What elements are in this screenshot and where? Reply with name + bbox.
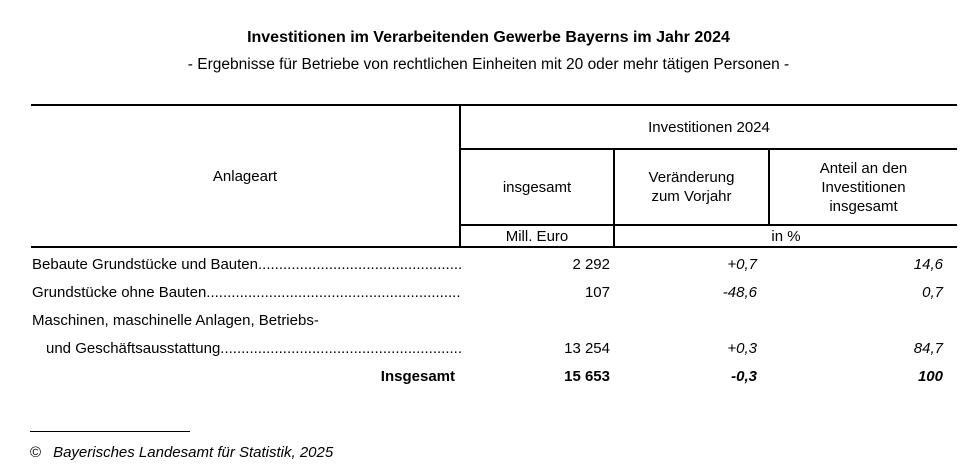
value-insgesamt: 13 254 — [564, 339, 610, 357]
row-label-text: Grundstücke ohne Bauten — [32, 283, 207, 301]
table-row-maschinen-line2: und Geschäftsausstattung................… — [31, 334, 957, 362]
dot-leader: ........................................… — [220, 339, 461, 357]
column-header-veraenderung-label: Veränderung zum Vorjahr — [648, 169, 735, 205]
dot-leader: ........................................… — [258, 255, 461, 273]
value-veraenderung: -0,3 — [731, 367, 757, 385]
dot-leader: ........................................… — [206, 283, 461, 301]
unit-header-in-percent: in % — [615, 224, 957, 246]
footnote-divider — [30, 431, 190, 432]
value-anteil: 14,6 — [913, 255, 943, 273]
table-body: Bebaute Grundstücke und Bauten..........… — [31, 250, 957, 390]
column-header-veraenderung: Veränderung zum Vorjahr — [615, 150, 770, 224]
value-veraenderung: +0,3 — [727, 339, 757, 357]
column-header-insgesamt: insgesamt — [461, 150, 615, 224]
column-group-header-investitionen-2024: Investitionen 2024 — [461, 106, 957, 150]
value-insgesamt: 107 — [584, 283, 610, 301]
row-label-text: Bebaute Grundstücke und Bauten — [32, 255, 258, 273]
page-title: Investitionen im Verarbeitenden Gewerbe … — [247, 29, 730, 46]
value-insgesamt: 15 653 — [564, 367, 610, 385]
row-label: Bebaute Grundstücke und Bauten..........… — [31, 256, 461, 273]
table-row-grundstuecke-ohne-bauten: Grundstücke ohne Bauten.................… — [31, 278, 957, 306]
copyright-symbol: © — [30, 444, 42, 461]
value-veraenderung: -48,6 — [722, 283, 757, 301]
column-header-anteil: Anteil an den Investitionen insgesamt — [770, 150, 957, 224]
row-label: Grundstücke ohne Bauten.................… — [31, 284, 461, 301]
row-label-text: Maschinen, maschinelle Anlagen, Betriebs… — [32, 311, 319, 329]
table-row-insgesamt-total: Insgesamt 15 653 -0,3 100 — [31, 362, 957, 390]
value-veraenderung: +0,7 — [727, 255, 757, 273]
unit-header-mill-euro: Mill. Euro — [461, 224, 615, 246]
table-row-bebaute-grundstuecke: Bebaute Grundstücke und Bauten..........… — [31, 250, 957, 278]
copyright-text: Bayerisches Landesamt für Statistik, 202… — [53, 444, 334, 461]
column-header-anteil-label: Anteil an den Investitionen insgesamt — [819, 159, 908, 215]
copyright-note: © Bayerisches Landesamt für Statistik, 20… — [30, 443, 333, 462]
row-label: Maschinen, maschinelle Anlagen, Betriebs… — [31, 312, 461, 329]
page-subtitle: - Ergebnisse für Betriebe von rechtliche… — [187, 56, 790, 73]
row-label-text: und Geschäftsausstattung — [46, 339, 221, 357]
value-insgesamt: 2 292 — [572, 255, 610, 273]
table-header: Anlageart Investitionen 2024 insgesamt V… — [31, 104, 957, 248]
column-header-anlageart: Anlageart — [31, 106, 461, 246]
value-anteil: 84,7 — [913, 339, 943, 357]
value-anteil: 0,7 — [922, 283, 943, 301]
row-label: Insgesamt — [380, 367, 455, 385]
value-anteil: 100 — [917, 367, 943, 385]
table-row-maschinen-line1: Maschinen, maschinelle Anlagen, Betriebs… — [31, 306, 957, 334]
row-label: und Geschäftsausstattung................… — [31, 340, 461, 357]
